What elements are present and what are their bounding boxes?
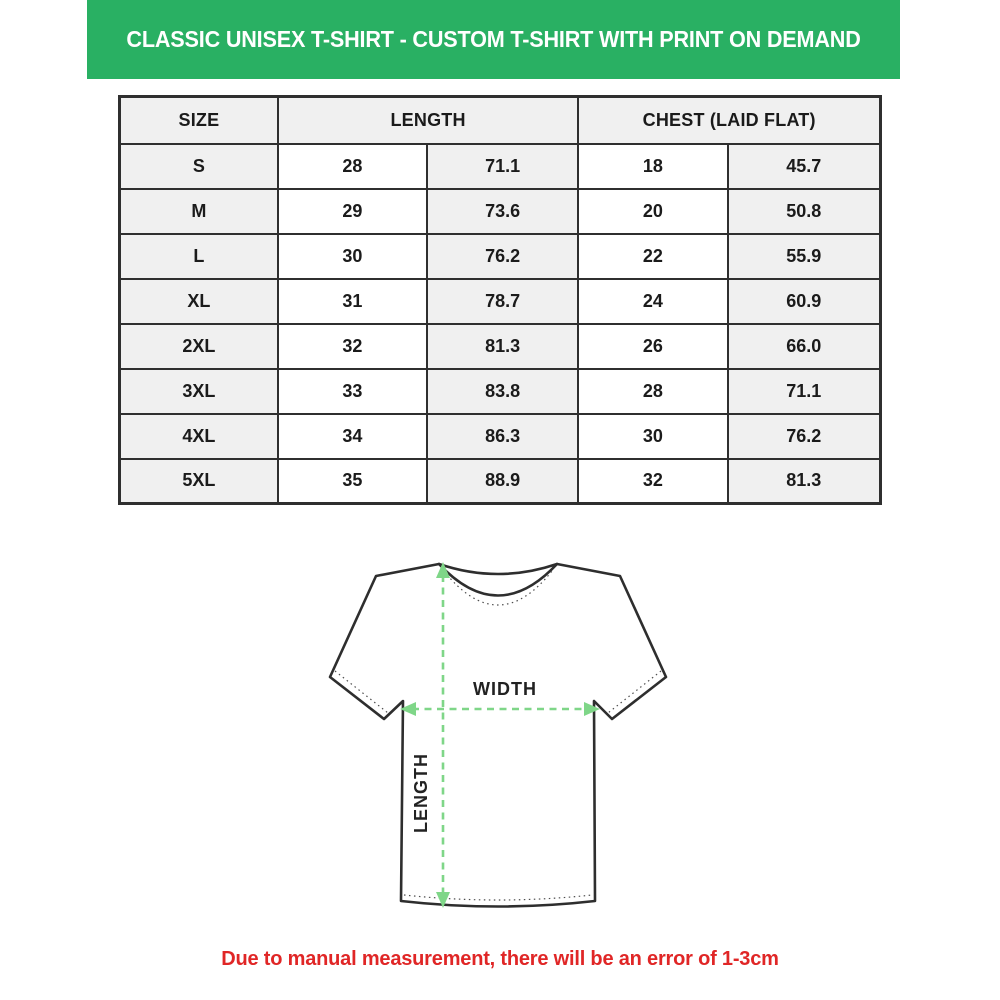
measurement-note: Due to manual measurement, there will be…: [221, 948, 779, 970]
col-header-size: SIZE: [118, 95, 279, 145]
size-label: XL: [118, 277, 279, 325]
table-row: M 29 73.6 20 50.8: [118, 187, 882, 235]
chest-in: 30: [577, 412, 729, 460]
length-cm: 73.6: [425, 187, 580, 235]
size-label: 2XL: [118, 322, 279, 370]
length-in: 31: [276, 277, 428, 325]
size-label: 5XL: [118, 457, 279, 505]
chest-cm: 81.3: [726, 457, 882, 505]
chest-in: 28: [577, 367, 729, 415]
length-in: 34: [276, 412, 428, 460]
table-row: 4XL 34 86.3 30 76.2: [118, 412, 882, 460]
stitch-lines: [334, 570, 662, 901]
length-cm: 76.2: [425, 232, 580, 280]
arrowhead-up-icon: [436, 562, 450, 578]
table-row: 2XL 32 81.3 26 66.0: [118, 322, 882, 370]
length-in: 35: [276, 457, 428, 505]
chest-cm: 76.2: [726, 412, 882, 460]
length-in: 29: [276, 187, 428, 235]
size-label: 3XL: [118, 367, 279, 415]
length-cm: 78.7: [425, 277, 580, 325]
arrowhead-right-icon: [584, 702, 600, 716]
arrowhead-down-icon: [436, 892, 450, 908]
size-label: M: [118, 187, 279, 235]
table-row: L 30 76.2 22 55.9: [118, 232, 882, 280]
tshirt-diagram: WIDTH LENGTH: [328, 551, 668, 913]
length-in: 30: [276, 232, 428, 280]
chest-cm: 66.0: [726, 322, 882, 370]
table-row: 5XL 35 88.9 32 81.3: [118, 457, 882, 505]
length-in: 32: [276, 322, 428, 370]
size-label: 4XL: [118, 412, 279, 460]
length-cm: 86.3: [425, 412, 580, 460]
length-label: LENGTH: [411, 753, 431, 833]
arrowhead-left-icon: [400, 702, 416, 716]
length-in: 28: [276, 142, 428, 190]
size-label: L: [118, 232, 279, 280]
size-label: S: [118, 142, 279, 190]
collar-line: [437, 562, 559, 597]
chest-cm: 60.9: [726, 277, 882, 325]
length-cm: 81.3: [425, 322, 580, 370]
width-label: WIDTH: [473, 679, 537, 699]
col-header-length: LENGTH: [276, 95, 580, 145]
chest-cm: 55.9: [726, 232, 882, 280]
measure-arrows: [412, 575, 588, 897]
table-row: 3XL 33 83.8 28 71.1: [118, 367, 882, 415]
chest-in: 26: [577, 322, 729, 370]
tshirt-outline-svg: WIDTH LENGTH: [328, 562, 668, 908]
arrowheads: [400, 562, 600, 908]
col-header-chest: CHEST (LAID FLAT): [577, 95, 882, 145]
chest-cm: 45.7: [726, 142, 882, 190]
chest-in: 20: [577, 187, 729, 235]
page-title: CLASSIC UNISEX T-SHIRT - CUSTOM T-SHIRT …: [126, 26, 861, 52]
table-header-row: SIZE LENGTH CHEST (LAID FLAT): [118, 95, 882, 145]
chest-cm: 50.8: [726, 187, 882, 235]
size-chart-table: SIZE LENGTH CHEST (LAID FLAT) S 28 71.1 …: [118, 95, 882, 505]
length-cm: 88.9: [425, 457, 580, 505]
chest-in: 32: [577, 457, 729, 505]
title-banner: CLASSIC UNISEX T-SHIRT - CUSTOM T-SHIRT …: [87, 0, 900, 79]
tshirt-silhouette: [328, 562, 668, 908]
chest-in: 18: [577, 142, 729, 190]
chest-in: 24: [577, 277, 729, 325]
length-cm: 71.1: [425, 142, 580, 190]
length-in: 33: [276, 367, 428, 415]
length-cm: 83.8: [425, 367, 580, 415]
chest-cm: 71.1: [726, 367, 882, 415]
chest-in: 22: [577, 232, 729, 280]
table-row: XL 31 78.7 24 60.9: [118, 277, 882, 325]
table-row: S 28 71.1 18 45.7: [118, 142, 882, 190]
